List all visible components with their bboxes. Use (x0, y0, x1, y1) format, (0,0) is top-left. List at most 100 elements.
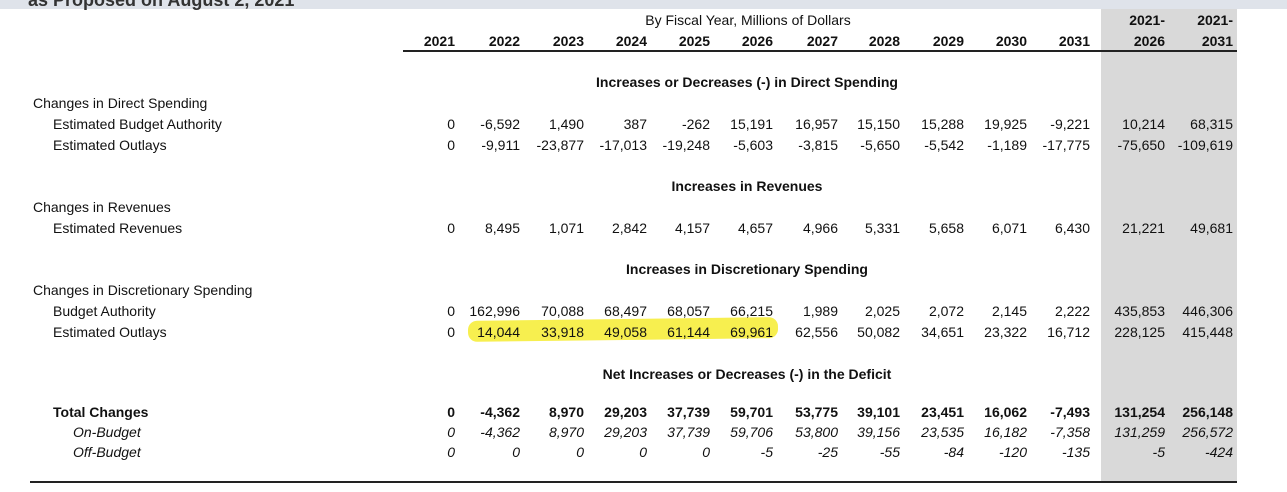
row-label: Estimated Revenues (53, 220, 183, 236)
value-cell: 8,970 (548, 404, 584, 420)
units-header: By Fiscal Year, Millions of Dollars (645, 12, 851, 28)
row-group-label: Changes in Discretionary Spending (33, 282, 253, 298)
value-cell: 0 (576, 444, 584, 460)
value-cell: 2,145 (991, 303, 1027, 319)
value-cell: -23,877 (536, 137, 584, 153)
value-cell: 16,957 (795, 116, 838, 132)
year-header: 2030 (995, 33, 1027, 49)
value-cell: 2,025 (864, 303, 900, 319)
value-cell: 5,331 (864, 220, 900, 236)
value-cell: 14,044 (477, 324, 520, 340)
total-cell: -75,650 (1117, 137, 1165, 153)
value-cell: 0 (447, 444, 455, 460)
total-cell: 131,259 (1114, 424, 1165, 440)
value-cell: 0 (447, 324, 455, 340)
value-cell: -4,362 (480, 404, 520, 420)
value-cell: 61,144 (667, 324, 710, 340)
value-cell: 1,071 (548, 220, 584, 236)
year-header: 2031 (1058, 33, 1090, 49)
value-cell: -262 (681, 116, 710, 132)
total-cell: 68,315 (1190, 116, 1233, 132)
value-cell: 0 (447, 137, 455, 153)
top-bar: as Proposed on August 2, 2021 (0, 0, 1287, 10)
value-cell: 62,556 (795, 324, 838, 340)
value-cell: 15,191 (730, 116, 773, 132)
value-cell: 29,203 (604, 424, 647, 440)
value-cell: 4,966 (802, 220, 838, 236)
value-cell: -135 (1061, 444, 1090, 460)
value-cell: 34,651 (921, 324, 964, 340)
totals-shade (1101, 9, 1237, 483)
section-heading: Increases or Decreases (-) in Direct Spe… (596, 74, 898, 90)
value-cell: 16,712 (1047, 324, 1090, 340)
value-cell: 23,451 (921, 404, 964, 420)
value-cell: 23,322 (984, 324, 1027, 340)
value-cell: -17,775 (1042, 137, 1090, 153)
value-cell: 59,706 (730, 424, 773, 440)
year-header: 2029 (932, 33, 964, 49)
value-cell: -7,358 (1050, 424, 1090, 440)
value-cell: 68,057 (667, 303, 710, 319)
value-cell: -5,542 (924, 137, 964, 153)
section-heading: Net Increases or Decreases (-) in the De… (602, 366, 892, 382)
value-cell: 0 (702, 444, 710, 460)
value-cell: 53,775 (795, 404, 838, 420)
value-cell: 387 (623, 116, 647, 132)
value-cell: 0 (447, 303, 455, 319)
value-cell: -17,013 (599, 137, 647, 153)
value-cell: 33,918 (541, 324, 584, 340)
value-cell: -7,493 (1050, 404, 1090, 420)
row-label: Off-Budget (73, 444, 141, 460)
value-cell: -120 (998, 444, 1027, 460)
total-cell: -5 (1152, 444, 1165, 460)
value-cell: 39,101 (857, 404, 900, 420)
value-cell: -5,650 (860, 137, 900, 153)
year-header: 2026 (741, 33, 773, 49)
value-cell: 0 (447, 424, 455, 440)
value-cell: 16,182 (984, 424, 1027, 440)
value-cell: 15,150 (857, 116, 900, 132)
total-cell: 435,853 (1114, 303, 1165, 319)
value-cell: 69,961 (730, 324, 773, 340)
total-cell: 10,214 (1122, 116, 1165, 132)
value-cell: 2,222 (1054, 303, 1090, 319)
value-cell: 53,800 (795, 424, 838, 440)
value-cell: 8,970 (548, 424, 584, 440)
value-cell: 23,535 (921, 424, 964, 440)
year-header: 2022 (488, 33, 520, 49)
value-cell: -5 (760, 444, 773, 460)
value-cell: 0 (512, 444, 520, 460)
total-cell: 446,306 (1182, 303, 1233, 319)
value-cell: 68,497 (604, 303, 647, 319)
value-cell: -84 (943, 444, 964, 460)
value-cell: 15,288 (921, 116, 964, 132)
total-cell: 256,148 (1182, 404, 1233, 420)
bottom-rule (30, 481, 1237, 483)
row-label: Estimated Budget Authority (53, 116, 222, 132)
value-cell: -1,189 (987, 137, 1027, 153)
year-header: 2027 (806, 33, 838, 49)
value-cell: 49,058 (604, 324, 647, 340)
value-cell: 4,157 (674, 220, 710, 236)
value-cell: -25 (817, 444, 838, 460)
total-cell: 49,681 (1190, 220, 1233, 236)
header-rule (403, 50, 1237, 52)
value-cell: 0 (447, 404, 455, 420)
value-cell: -4,362 (480, 424, 520, 440)
total-cell: 256,572 (1182, 424, 1233, 440)
value-cell: 1,490 (548, 116, 584, 132)
value-cell: 16,062 (984, 404, 1027, 420)
value-cell: -9,221 (1050, 116, 1090, 132)
value-cell: 19,925 (984, 116, 1027, 132)
row-group-label: Changes in Direct Spending (33, 95, 208, 111)
section-heading: Increases in Discretionary Spending (626, 261, 868, 277)
row-label: Total Changes (53, 404, 149, 420)
value-cell: 162,996 (469, 303, 520, 319)
value-cell: 39,156 (857, 424, 900, 440)
row-label: Estimated Outlays (53, 324, 167, 340)
value-cell: 0 (639, 444, 647, 460)
value-cell: -19,248 (662, 137, 710, 153)
row-group-label: Changes in Revenues (33, 199, 171, 215)
value-cell: -9,911 (481, 137, 520, 153)
value-cell: 37,739 (667, 424, 710, 440)
